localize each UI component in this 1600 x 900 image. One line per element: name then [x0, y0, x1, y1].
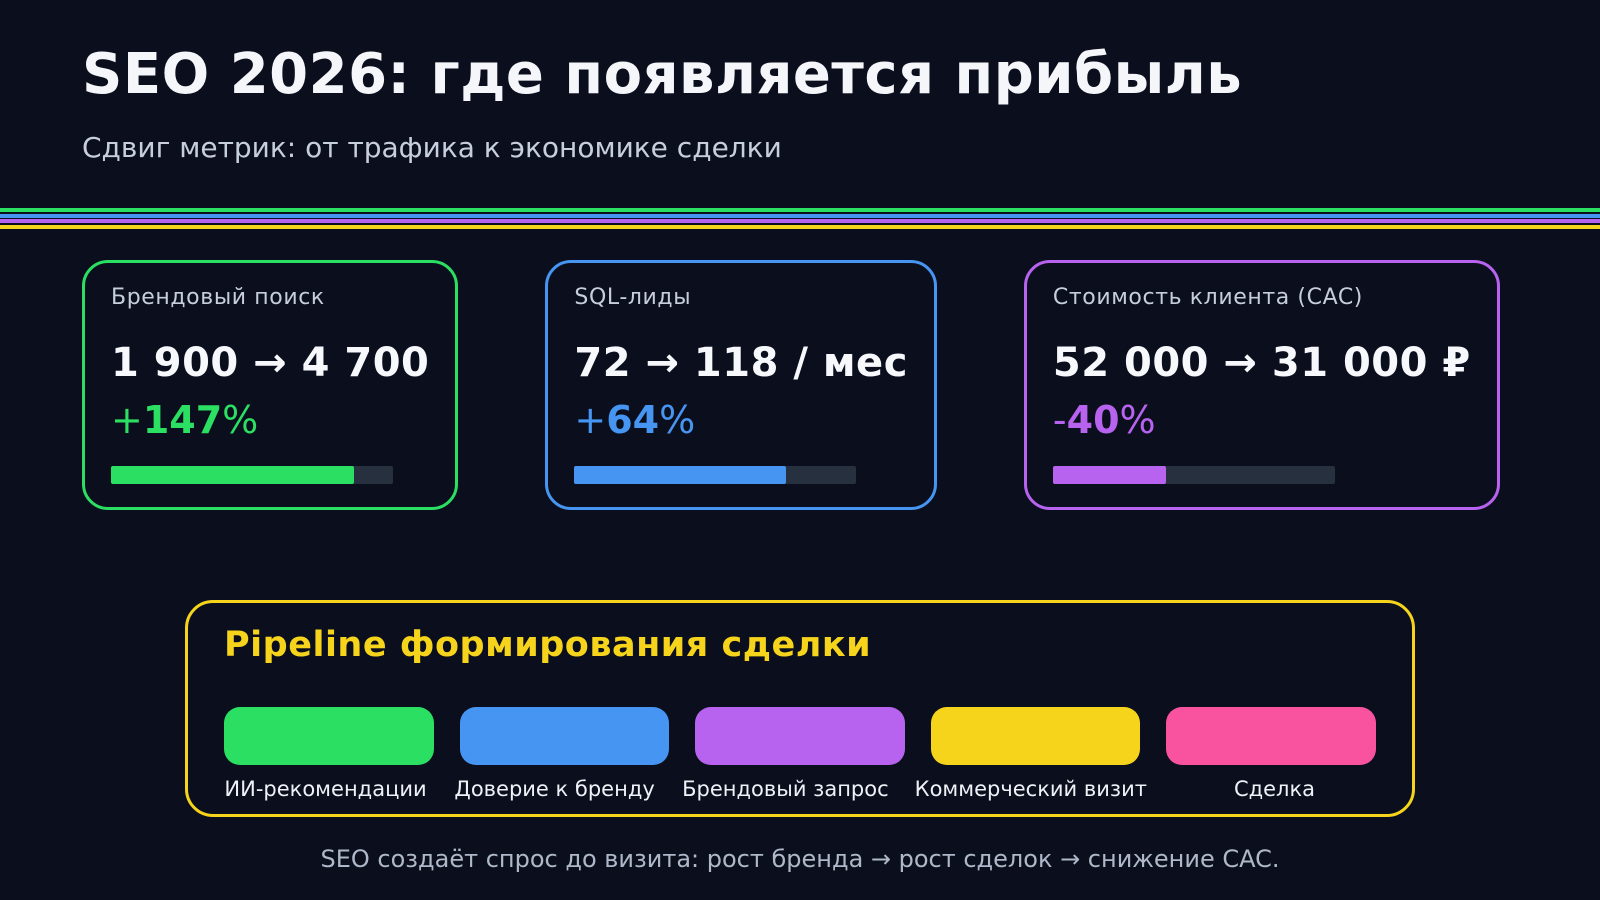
page-subtitle: Сдвиг метрик: от трафика к экономике сде…: [82, 131, 782, 164]
delta-percent: %: [1119, 398, 1156, 442]
pipeline-stages-row: [224, 707, 1376, 765]
progress-track: [111, 466, 393, 484]
metric-label: Стоимость клиента (CAC): [1052, 285, 1363, 310]
stage-label-ai-recommendations: ИИ-рекомендации: [224, 777, 427, 801]
header: SEO 2026: где появляется прибыль Сдвиг м…: [82, 42, 1242, 164]
separator-stripe-blue: [0, 213, 1600, 218]
pipeline-title: Pipeline формирования сделки: [224, 625, 872, 665]
delta-sign: +: [574, 398, 607, 442]
stage-label-brand-query: Брендовый запрос: [682, 777, 889, 801]
delta-sign: -: [1052, 398, 1067, 442]
metric-delta: +64%: [574, 398, 908, 442]
metric-delta: -40%: [1053, 398, 1471, 442]
footer-note: SEO создаёт спрос до визита: рост бренда…: [320, 845, 1280, 873]
metric-cards-row: Брендовый поиск 1 900 → 4 700 +147% SQL-…: [82, 260, 1500, 510]
stage-label-deal: Сделка: [1233, 777, 1316, 801]
stage-pill-deal: [1166, 707, 1376, 765]
stage-label-commercial-visit: Коммерческий визит: [914, 777, 1147, 801]
metric-value: 1 900 → 4 700: [111, 340, 430, 386]
stage-pill-ai-recommendations: [224, 707, 434, 765]
delta-sign: +: [111, 398, 143, 442]
metric-value: 52 000 → 31 000 ₽: [1052, 340, 1471, 386]
pipeline-labels-row: ИИ-рекомендации Доверие к бренду Брендов…: [224, 777, 1376, 801]
delta-percent: %: [659, 398, 696, 442]
separator-stripe-yellow: [0, 224, 1600, 229]
metric-card-brand-search: Брендовый поиск 1 900 → 4 700 +147%: [82, 260, 459, 510]
progress-fill: [111, 466, 354, 484]
delta-percent: %: [222, 398, 259, 442]
metric-value: 72 → 118 / мес: [574, 340, 908, 386]
metric-delta: +147%: [111, 398, 429, 442]
separator-stripe-green: [0, 208, 1600, 212]
progress-fill: [574, 466, 786, 484]
progress-fill: [1052, 466, 1166, 484]
stage-pill-brand-query: [695, 707, 905, 765]
separator-stripe-purple: [0, 219, 1600, 223]
rainbow-separator: [0, 208, 1600, 229]
metric-card-sql-leads: SQL-лиды 72 → 118 / мес +64%: [545, 260, 937, 510]
page-title: SEO 2026: где появляется прибыль: [82, 42, 1243, 107]
metric-card-cac: Стоимость клиента (CAC) 52 000 → 31 000 …: [1023, 260, 1500, 510]
metric-label: SQL-лиды: [574, 285, 692, 310]
stage-label-brand-trust: Доверие к бренду: [454, 777, 655, 801]
progress-track: [574, 466, 857, 484]
delta-number: 64: [606, 398, 660, 442]
pipeline-panel: Pipeline формирования сделки ИИ-рекоменд…: [185, 600, 1415, 817]
delta-number: 40: [1066, 398, 1120, 442]
progress-track: [1052, 466, 1335, 484]
stage-pill-commercial-visit: [930, 707, 1141, 765]
stage-pill-brand-trust: [459, 707, 670, 765]
delta-number: 147: [142, 398, 223, 442]
metric-label: Брендовый поиск: [111, 285, 325, 310]
